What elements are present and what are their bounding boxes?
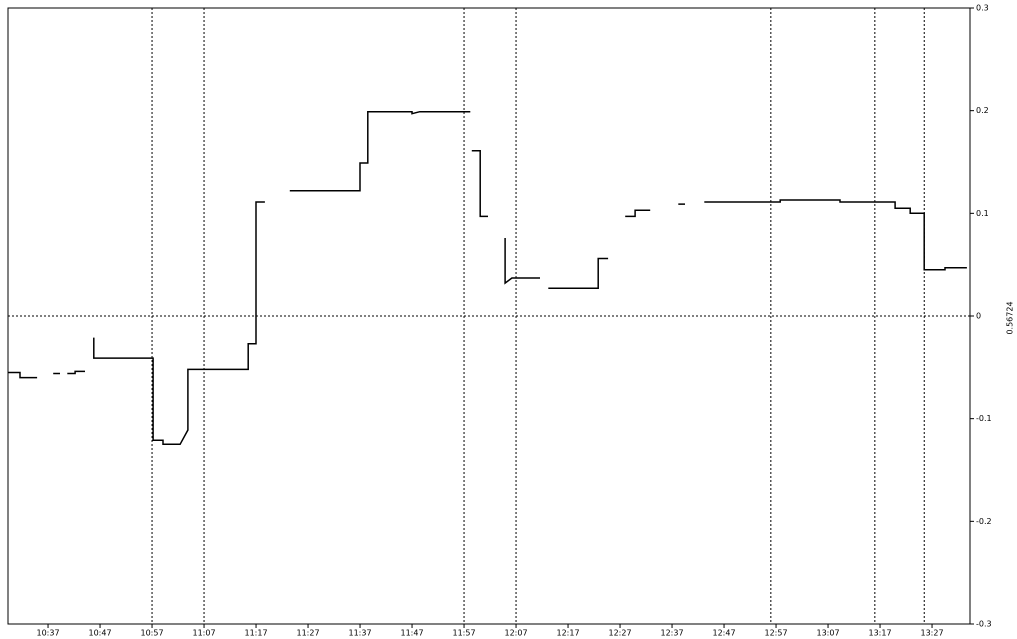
- y-tick-label: 0: [976, 312, 981, 321]
- x-tick-label: 11:47: [401, 629, 424, 638]
- x-tick-label: 10:57: [141, 629, 164, 638]
- x-tick-label: 11:27: [297, 629, 320, 638]
- x-tick-label: 12:17: [557, 629, 580, 638]
- y-tick-label: -0.3: [976, 620, 992, 629]
- x-tick-label: 12:27: [609, 629, 632, 638]
- x-tick-label: 12:07: [505, 629, 528, 638]
- x-tick-label: 12:37: [661, 629, 684, 638]
- x-tick-label: 11:07: [193, 629, 216, 638]
- y-tick-label: 0.3: [976, 4, 989, 13]
- price-line: [8, 110, 967, 446]
- x-tick-label: 12:57: [765, 629, 788, 638]
- x-tick-label: 10:37: [37, 629, 60, 638]
- y-tick-label: 0.1: [976, 209, 989, 218]
- x-tick-label: 13:27: [921, 629, 944, 638]
- x-tick-label: 13:07: [817, 629, 840, 638]
- x-tick-label: 11:37: [349, 629, 372, 638]
- y-tick-label: -0.1: [976, 414, 992, 423]
- y-axis-label: 0.56724: [1006, 301, 1015, 334]
- x-tick-label: 11:57: [453, 629, 476, 638]
- x-tick-label: 13:17: [869, 629, 892, 638]
- y-tick-label: 0.2: [976, 106, 989, 115]
- x-tick-label: 10:47: [89, 629, 112, 638]
- x-tick-label: 11:17: [245, 629, 268, 638]
- x-tick-label: 12:47: [713, 629, 736, 638]
- y-tick-label: -0.2: [976, 517, 992, 526]
